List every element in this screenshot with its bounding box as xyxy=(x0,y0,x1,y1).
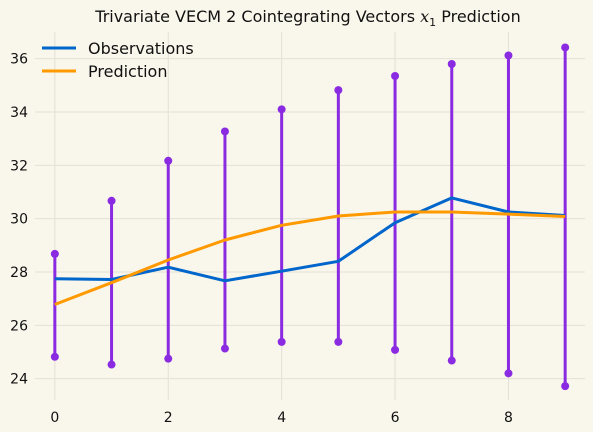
interval-lower-point xyxy=(334,337,343,346)
interval-upper-point xyxy=(561,43,570,52)
interval-upper-point xyxy=(277,105,286,114)
interval-upper-point xyxy=(504,51,513,60)
legend-label: Prediction xyxy=(88,62,167,81)
interval-lower-point xyxy=(277,337,286,346)
interval-lower-point xyxy=(220,344,229,353)
interval-lower-point xyxy=(504,369,513,378)
interval-lower-point xyxy=(447,356,456,365)
x-tick-label: 2 xyxy=(164,410,173,426)
x-tick-label: 0 xyxy=(50,410,59,426)
y-tick-label: 24 xyxy=(10,372,28,388)
interval-upper-point xyxy=(391,72,400,80)
series-line-prediction xyxy=(54,210,566,306)
interval-upper-point xyxy=(164,156,173,165)
series-lines xyxy=(54,196,566,306)
interval-lower-point xyxy=(50,352,59,361)
interval-upper-point xyxy=(220,127,229,136)
interval-upper-point xyxy=(107,196,116,205)
y-tick-label: 26 xyxy=(10,318,28,334)
interval-upper-point xyxy=(447,60,456,68)
title-variable: x xyxy=(420,7,429,26)
interval-lower-point xyxy=(164,354,173,363)
interval-upper-point xyxy=(50,249,59,258)
series-line-observations xyxy=(54,196,566,283)
y-tick-label: 36 xyxy=(10,52,28,68)
chart-title: Trivariate VECM 2 Cointegrating Vectors … xyxy=(94,7,520,29)
x-tick-label: 8 xyxy=(504,410,513,426)
y-tick-label: 30 xyxy=(10,212,28,228)
interval-lower-point xyxy=(561,382,570,391)
interval-lower-point xyxy=(107,360,116,369)
interval-lower-point xyxy=(391,345,400,354)
legend-label: Observations xyxy=(88,39,194,58)
interval-upper-point xyxy=(334,86,343,95)
title-prefix: Trivariate VECM 2 Cointegrating Vectors xyxy=(94,7,420,26)
title-suffix: Prediction xyxy=(436,7,521,26)
y-tick-label: 34 xyxy=(10,105,28,121)
legend: Observations Prediction xyxy=(42,39,194,81)
title-subscript: 1 xyxy=(429,16,436,29)
x-tick-label: 6 xyxy=(391,410,400,426)
y-tick-label: 32 xyxy=(10,158,28,174)
x-tick-label: 4 xyxy=(277,410,286,426)
y-tick-label: 28 xyxy=(10,265,28,281)
